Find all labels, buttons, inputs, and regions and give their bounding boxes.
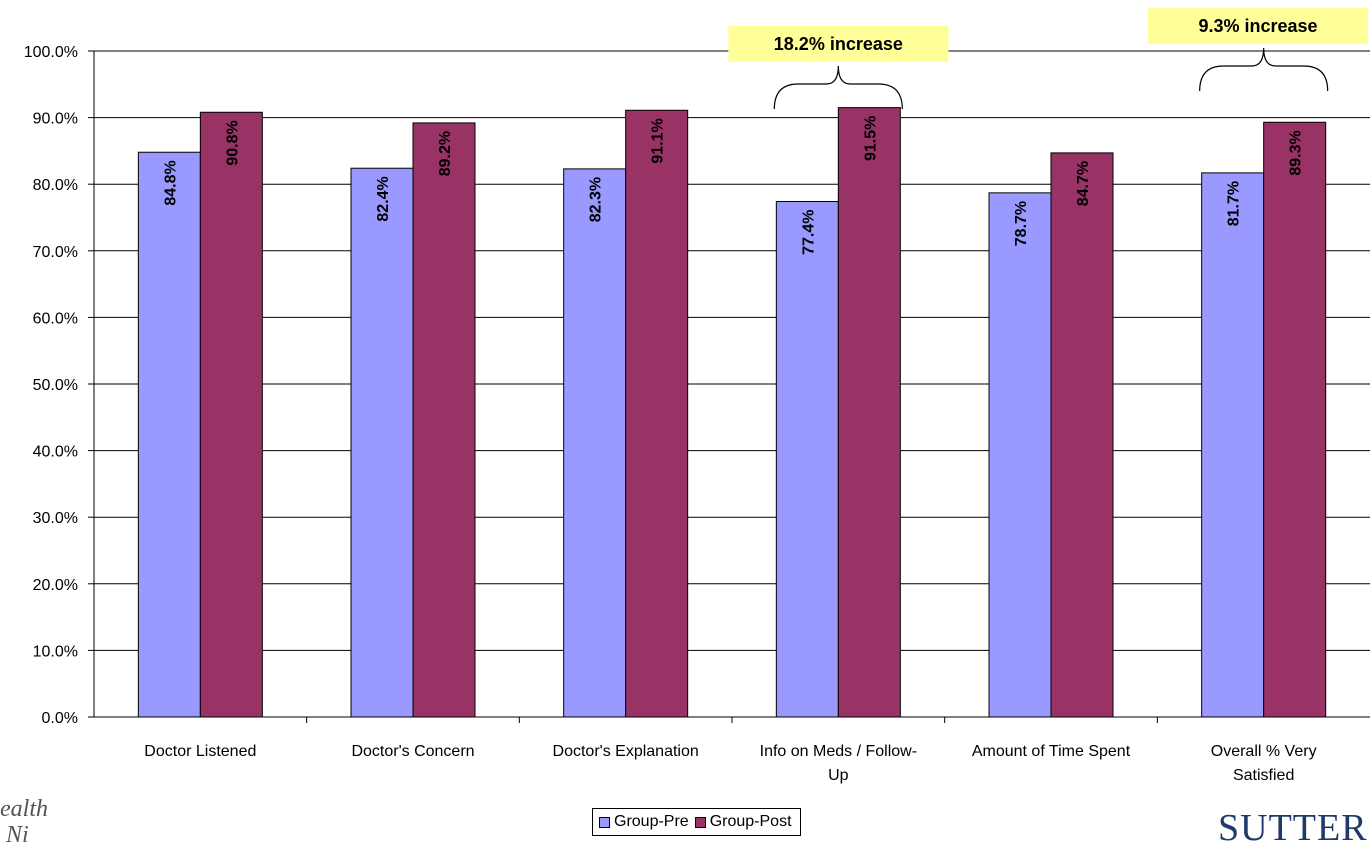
legend-item-pre: Group-Pre [599,813,689,831]
bar-pre [775,201,839,718]
bar-post [1263,121,1327,718]
bar-post [1050,152,1114,718]
callout-box [1148,8,1368,44]
bar-post [837,107,901,718]
data-label: 91.1% [650,118,667,163]
brace [773,65,903,110]
bar-pre [563,168,627,718]
bar-chart: 0.0% 10.0% 20.0% 30.0% 40.0% 50.0% 60.0% 70.0% 8… [24,8,1370,784]
y-tick-label: 70.0% [33,244,78,261]
callouts: 18.2% increase 9.3% increase [728,8,1368,110]
labels: 0.0% 10.0% 20.0% 30.0% 40.0% 50.0% 60.0% 70.0% 8… [24,44,1317,784]
data-label: 84.7% [1075,161,1092,206]
y-tick-label: 90.0% [33,111,78,128]
data-label: 84.8% [162,160,179,205]
partial-logo-right: SUTTER ME [1218,807,1370,849]
data-label: 78.7% [1013,201,1030,246]
y-tick-label: 20.0% [33,577,78,594]
y-tick-label: 10.0% [33,643,78,660]
category-label: Overall % Very [1211,743,1317,760]
axes [88,50,1370,723]
category-label: Amount of Time Spent [972,743,1131,760]
callout: 18.2% increase [728,26,949,110]
y-tick-label: 80.0% [33,177,78,194]
bars [137,107,1327,718]
legend-swatch-post [694,816,706,828]
legend-item-post: Group-Post [694,813,792,831]
data-label: 81.7% [1226,181,1243,226]
data-label: 82.4% [375,176,392,221]
gridlines [94,50,1370,651]
legend-swatch-pre [599,816,610,828]
callout: 9.3% increase [1148,8,1368,92]
y-tick-label: 50.0% [33,377,78,394]
bar-pre [350,167,414,718]
bar-pre [1201,172,1265,718]
category-label: Satisfied [1233,767,1294,784]
bar-post [199,111,263,718]
y-tick-label: 100.0% [24,44,78,61]
category-label: Doctor's Concern [351,743,474,760]
category-label: Info on Meds / Follow- [760,743,917,760]
legend-label-post: Group-Post [709,813,792,830]
partial-logo-left: ealth Ni [0,796,48,848]
bar-post [625,109,689,718]
data-label: 91.5% [862,116,879,161]
data-label: 90.8% [224,120,241,165]
y-tick-label: 30.0% [33,510,78,527]
data-label: 82.3% [588,177,605,222]
bar-pre [137,151,201,718]
y-tick-label: 40.0% [33,444,78,461]
data-label: 89.2% [437,131,454,176]
callout-text: 18.2% increase [774,34,903,54]
y-tick-label: 60.0% [33,310,78,327]
y-tick-label: 0.0% [42,710,78,727]
category-label: Doctor's Explanation [553,743,699,760]
legend-label-pre: Group-Pre [614,813,689,830]
category-label: Doctor Listened [144,743,256,760]
legend: Group-Pre Group-Post [592,808,801,836]
callout-text: 9.3% increase [1198,16,1317,36]
bar-pre [988,192,1052,718]
brace [1199,47,1329,92]
category-label: Up [828,767,849,784]
callout-box [728,26,949,62]
data-label: 89.3% [1288,130,1305,175]
data-label: 77.4% [800,210,817,255]
bar-post [412,122,476,718]
